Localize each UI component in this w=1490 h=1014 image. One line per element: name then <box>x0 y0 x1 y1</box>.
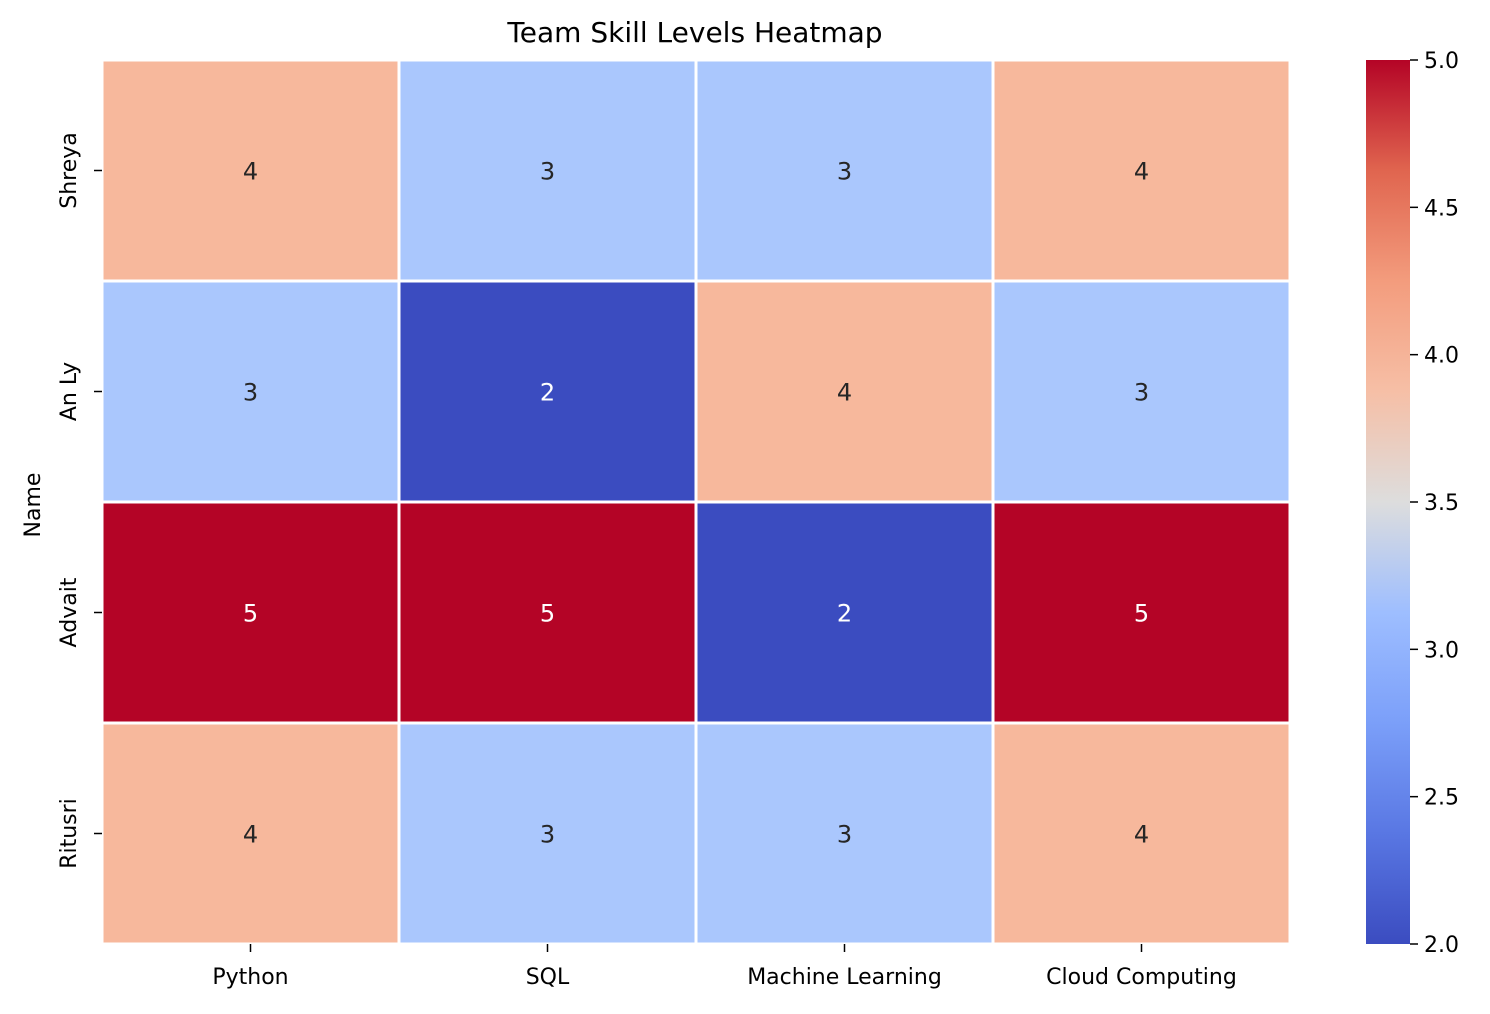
heatmap-cell <box>100 721 401 946</box>
cell-annotation: 3 <box>837 821 852 849</box>
cell-annotation: 5 <box>540 600 555 628</box>
colorbar: 2.0 2.5 3.0 3.5 4.0 4.5 5.0 <box>1366 49 1459 958</box>
heatmap-cell <box>991 500 1292 725</box>
heatmap-cell <box>100 58 401 283</box>
heatmap-cell <box>397 279 698 504</box>
x-tick-label: SQL <box>526 965 570 990</box>
cell-annotations: 4 3 3 4 3 2 4 3 5 5 2 5 4 3 3 4 <box>243 158 1149 849</box>
colorbar-tick-label: 3.0 <box>1424 638 1459 663</box>
heatmap-cells <box>100 58 1292 946</box>
cell-annotation: 5 <box>1134 600 1149 628</box>
colorbar-tick-label: 4.0 <box>1424 344 1459 369</box>
y-axis-label: Name <box>21 473 46 538</box>
heatmap-cell <box>694 58 995 283</box>
y-tick-label: Advait <box>57 577 82 647</box>
heatmap-cell <box>397 500 698 725</box>
cell-annotation: 3 <box>243 379 258 407</box>
y-tick-label: An Ly <box>57 362 82 421</box>
x-tick-label: Cloud Computing <box>1046 965 1237 990</box>
x-axis-ticks: Python SQL Machine Learning Cloud Computing <box>212 944 1237 990</box>
y-tick-label: Ritusri <box>57 798 82 869</box>
cell-annotation: 3 <box>540 821 555 849</box>
heatmap-cell <box>991 279 1292 504</box>
colorbar-tick-label: 3.5 <box>1424 491 1459 516</box>
colorbar-tick-label: 2.0 <box>1424 933 1459 958</box>
cell-annotation: 5 <box>243 600 258 628</box>
cell-annotation: 2 <box>540 379 555 407</box>
cell-annotation: 2 <box>837 600 852 628</box>
colorbar-tick-label: 2.5 <box>1424 786 1459 811</box>
heatmap-cell <box>397 58 698 283</box>
colorbar-gradient <box>1366 60 1410 944</box>
heatmap-cell <box>991 58 1292 283</box>
cell-annotation: 3 <box>837 158 852 186</box>
cell-annotation: 4 <box>837 379 852 407</box>
heatmap-cell <box>397 721 698 946</box>
y-axis-ticks: Shreya An Ly Advait Ritusri <box>57 132 102 869</box>
heatmap-cell <box>991 721 1292 946</box>
cell-annotation: 4 <box>243 158 258 186</box>
y-tick-label: Shreya <box>57 132 82 209</box>
colorbar-tick-label: 4.5 <box>1424 196 1459 221</box>
colorbar-ticks: 2.0 2.5 3.0 3.5 4.0 4.5 5.0 <box>1410 49 1459 958</box>
cell-annotation: 4 <box>1134 158 1149 186</box>
heatmap-cell <box>100 279 401 504</box>
cell-annotation: 3 <box>540 158 555 186</box>
x-tick-label: Python <box>212 965 288 990</box>
x-tick-label: Machine Learning <box>747 965 942 990</box>
colorbar-tick-label: 5.0 <box>1424 49 1459 74</box>
cell-annotation: 4 <box>1134 821 1149 849</box>
cell-annotation: 4 <box>243 821 258 849</box>
chart-title: Team Skill Levels Heatmap <box>506 16 882 49</box>
cell-annotation: 3 <box>1134 379 1149 407</box>
